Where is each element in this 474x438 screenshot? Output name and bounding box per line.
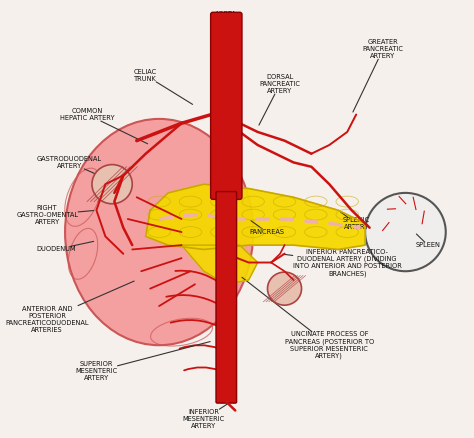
Polygon shape	[182, 245, 258, 284]
Text: COMMON
HEPATIC ARTERY: COMMON HEPATIC ARTERY	[60, 108, 148, 144]
Circle shape	[365, 193, 446, 271]
Circle shape	[267, 272, 301, 305]
Text: SPLEEN: SPLEEN	[415, 234, 440, 248]
Text: PANCREAS: PANCREAS	[249, 221, 284, 235]
Text: CELIAC
TRUNK: CELIAC TRUNK	[134, 69, 192, 104]
Text: INFERIOR PANCREATICO-
DUODENAL ARTERY (DIVIDING
INTO ANTERIOR AND POSTERIOR
BRAN: INFERIOR PANCREATICO- DUODENAL ARTERY (D…	[283, 248, 401, 276]
FancyBboxPatch shape	[210, 12, 242, 199]
Text: GASTRODUODENAL
ARTERY: GASTRODUODENAL ARTERY	[37, 156, 116, 183]
Text: SUPERIOR
MESENTERIC
ARTERY: SUPERIOR MESENTERIC ARTERY	[75, 342, 210, 381]
Text: GREATER
PANCREATIC
ARTERY: GREATER PANCREATIC ARTERY	[353, 39, 403, 112]
Text: AORTA: AORTA	[215, 11, 237, 38]
Text: ANTERIOR AND
POSTERIOR
PANCREATICODUODENAL
ARTERIES: ANTERIOR AND POSTERIOR PANCREATICODUODEN…	[5, 281, 134, 332]
Text: INFERIOR
MESENTERIC
ARTERY: INFERIOR MESENTERIC ARTERY	[183, 403, 228, 429]
Text: RIGHT
GASTRO-OMENTAL
ARTERY: RIGHT GASTRO-OMENTAL ARTERY	[16, 205, 94, 225]
Text: UNCINATE PROCESS OF
PANCREAS (POSTERIOR TO
SUPERIOR MESENTERIC
ARTERY): UNCINATE PROCESS OF PANCREAS (POSTERIOR …	[242, 277, 374, 359]
FancyBboxPatch shape	[216, 191, 237, 403]
Circle shape	[92, 165, 132, 204]
Text: SPLENIC
ARTERY: SPLENIC ARTERY	[340, 212, 370, 230]
Ellipse shape	[65, 119, 253, 345]
Text: DUODENUM: DUODENUM	[36, 241, 94, 252]
Text: DORSAL
PANCREATIC
ARTERY: DORSAL PANCREATIC ARTERY	[259, 74, 301, 125]
Polygon shape	[146, 184, 365, 250]
